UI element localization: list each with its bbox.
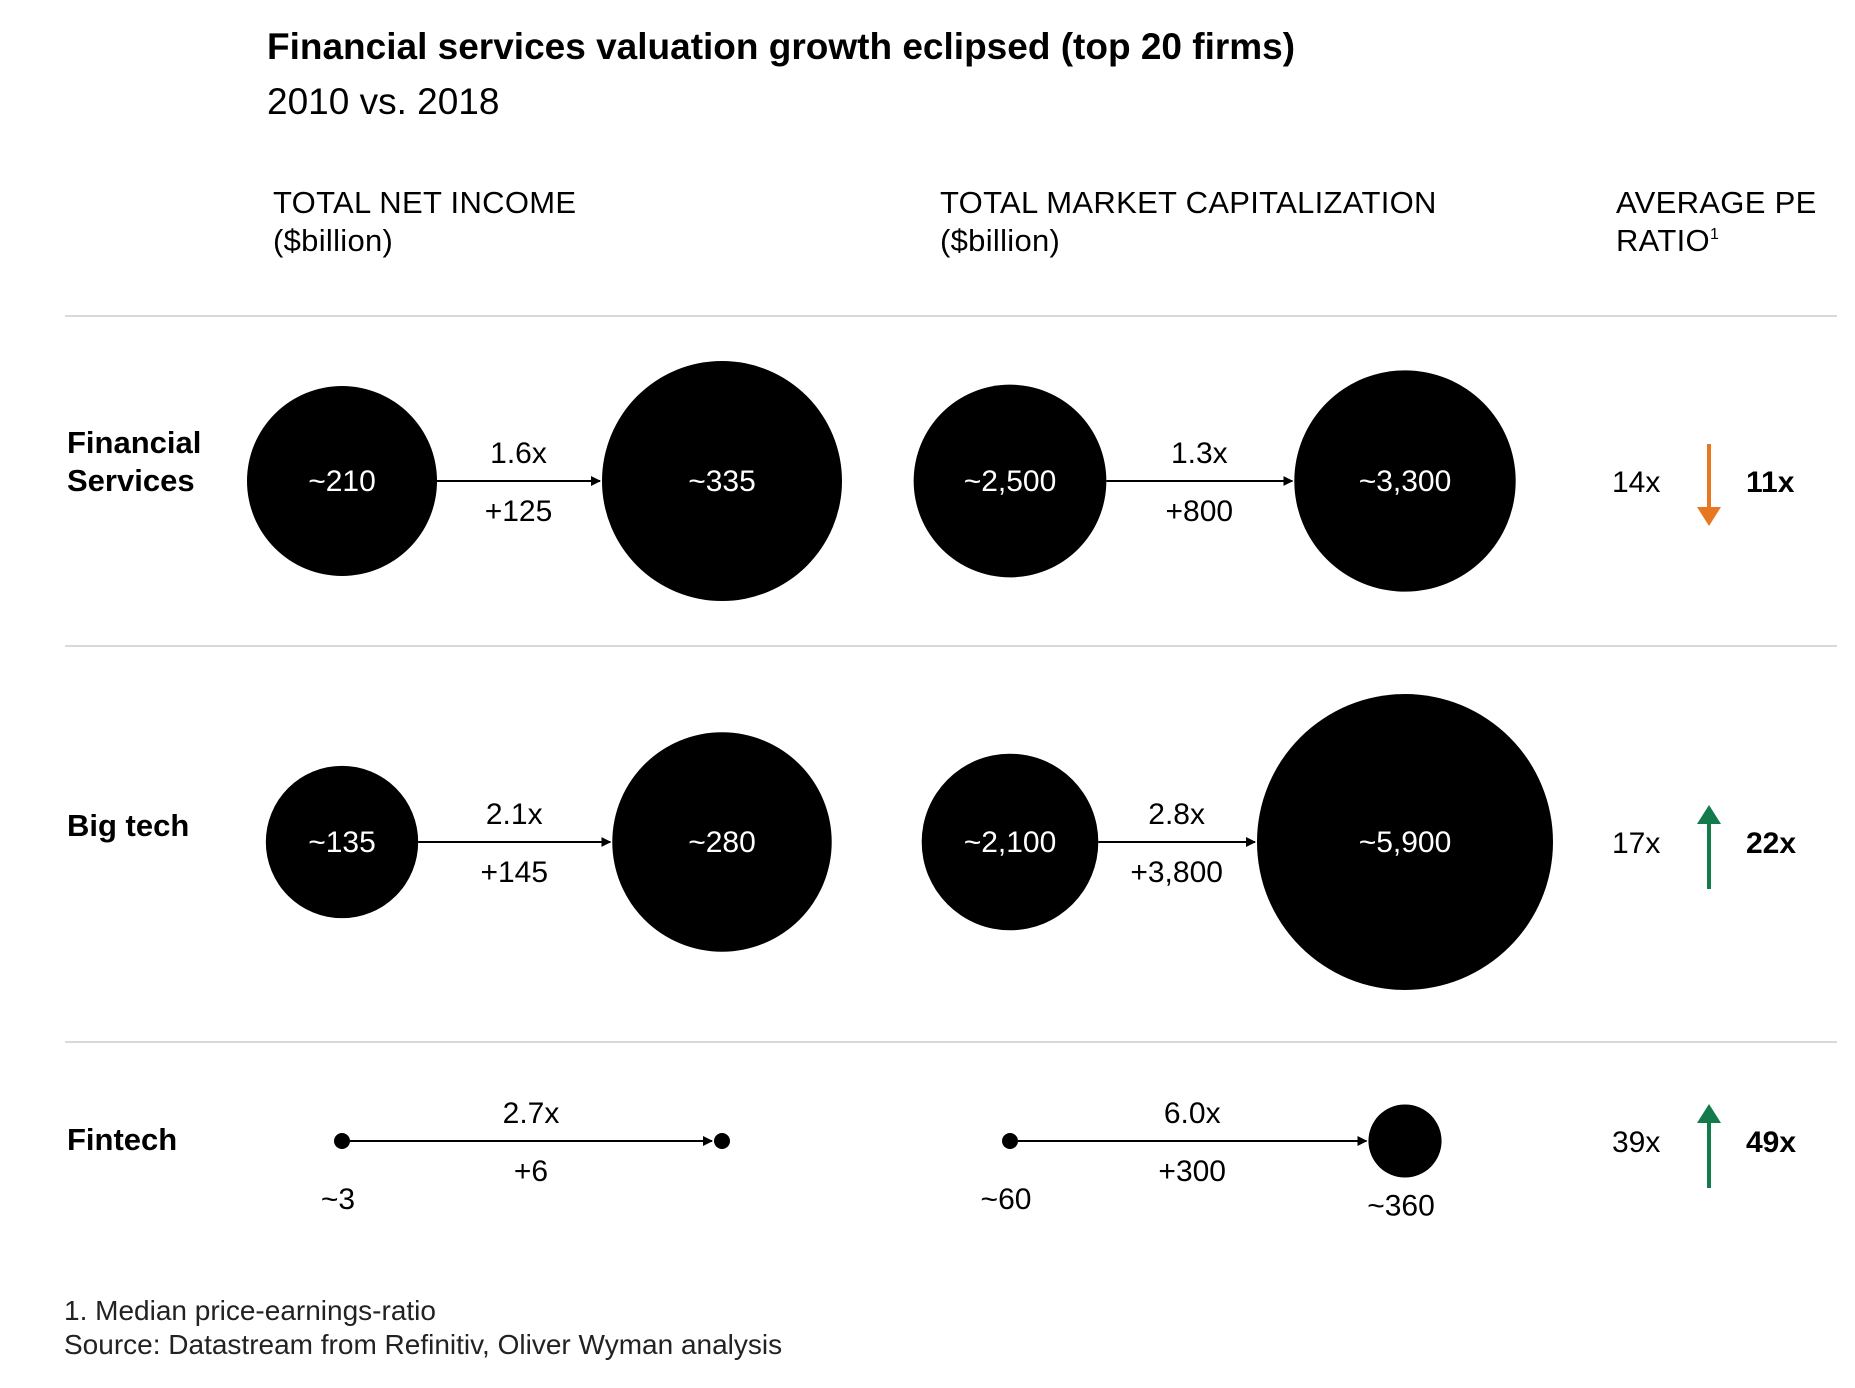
income-multiple-label: 2.1x bbox=[486, 798, 543, 831]
pe-2018-value: 11x bbox=[1746, 466, 1795, 499]
pe-column-header-line2: RATIO1 bbox=[1616, 223, 1719, 258]
row-label: Services bbox=[67, 463, 195, 498]
mcap-value-2010: ~2,100 bbox=[964, 826, 1057, 859]
income-value-2010: ~3 bbox=[321, 1183, 355, 1216]
mcap-delta-label: +3,800 bbox=[1130, 856, 1223, 889]
pe-arrow-down-icon bbox=[1697, 444, 1721, 526]
income-multiple-label: 2.7x bbox=[503, 1097, 560, 1130]
income-column-unit: ($billion) bbox=[273, 223, 393, 258]
income-bubble-2018 bbox=[612, 732, 832, 952]
mcap-value-2010: ~60 bbox=[981, 1183, 1032, 1216]
income-value-2010: ~210 bbox=[308, 465, 376, 498]
mcap-bubble-2018 bbox=[1294, 370, 1516, 592]
row-label: Fintech bbox=[67, 1122, 177, 1157]
mcap-dot-2010 bbox=[1002, 1133, 1018, 1149]
mcap-value-2010: ~2,500 bbox=[964, 465, 1057, 498]
chart-subtitle: 2010 vs. 2018 bbox=[267, 81, 499, 122]
mcap-value-2018: ~3,300 bbox=[1359, 465, 1452, 498]
income-bubble-2010 bbox=[246, 385, 438, 577]
pe-arrow-up-icon bbox=[1697, 805, 1721, 889]
income-dot-2018 bbox=[714, 1133, 730, 1149]
pe-ratio-label: RATIO bbox=[1616, 223, 1710, 258]
income-delta-label: +145 bbox=[480, 856, 548, 889]
pe-2010-value: 17x bbox=[1612, 827, 1660, 860]
mcap-column-header: TOTAL MARKET CAPITALIZATION bbox=[940, 185, 1437, 220]
pe-2018-value: 22x bbox=[1746, 827, 1796, 860]
pe-arrow-up-icon bbox=[1697, 1104, 1721, 1188]
pe-column-header: AVERAGE PE bbox=[1616, 185, 1817, 220]
income-delta-label: +6 bbox=[514, 1155, 548, 1188]
income-multiple-label: 1.6x bbox=[490, 437, 547, 470]
mcap-bubble-2018 bbox=[1368, 1104, 1442, 1178]
row-2: Fintech ~3 2.7x +6 ~60 ~360 6.0x +300 39x 49x bbox=[67, 1097, 1796, 1223]
footnote-source: Source: Datastream from Refinitiv, Olive… bbox=[64, 1329, 782, 1360]
income-delta-label: +125 bbox=[485, 495, 553, 528]
row-1: Big tech ~135 ~280 2.1x +145 ~2,100 ~5,900 2.8x… bbox=[67, 694, 1796, 990]
pe-footnote-marker: 1 bbox=[1710, 226, 1719, 243]
chart-title: Financial services valuation growth ecli… bbox=[267, 26, 1295, 67]
mcap-bubble-2010 bbox=[913, 384, 1107, 578]
income-bubble-2010 bbox=[265, 765, 419, 919]
footnote-1: 1. Median price-earnings-ratio bbox=[64, 1295, 436, 1326]
pe-2010-value: 39x bbox=[1612, 1126, 1660, 1159]
mcap-delta-label: +300 bbox=[1158, 1155, 1226, 1188]
mcap-column-unit: ($billion) bbox=[940, 223, 1060, 258]
pe-2010-value: 14x bbox=[1612, 466, 1660, 499]
mcap-multiple-label: 6.0x bbox=[1164, 1097, 1221, 1130]
mcap-multiple-label: 1.3x bbox=[1171, 437, 1228, 470]
mcap-delta-label: +800 bbox=[1166, 495, 1234, 528]
mcap-value-2018: ~360 bbox=[1367, 1190, 1435, 1223]
mcap-bubble-2010 bbox=[921, 753, 1099, 931]
mcap-bubble-2018 bbox=[1257, 694, 1553, 990]
income-column-header: TOTAL NET INCOME bbox=[273, 185, 576, 220]
pe-2018-value: 49x bbox=[1746, 1126, 1796, 1159]
mcap-value-2018: ~5,900 bbox=[1359, 826, 1452, 859]
mcap-multiple-label: 2.8x bbox=[1148, 798, 1205, 831]
row-label: Financial bbox=[67, 425, 201, 460]
row-label: Big tech bbox=[67, 808, 189, 843]
income-dot-2010 bbox=[334, 1133, 350, 1149]
income-bubble-2018 bbox=[602, 361, 842, 601]
income-value-2018: ~280 bbox=[688, 826, 756, 859]
income-value-2010: ~135 bbox=[308, 826, 376, 859]
income-value-2018: ~335 bbox=[688, 465, 756, 498]
